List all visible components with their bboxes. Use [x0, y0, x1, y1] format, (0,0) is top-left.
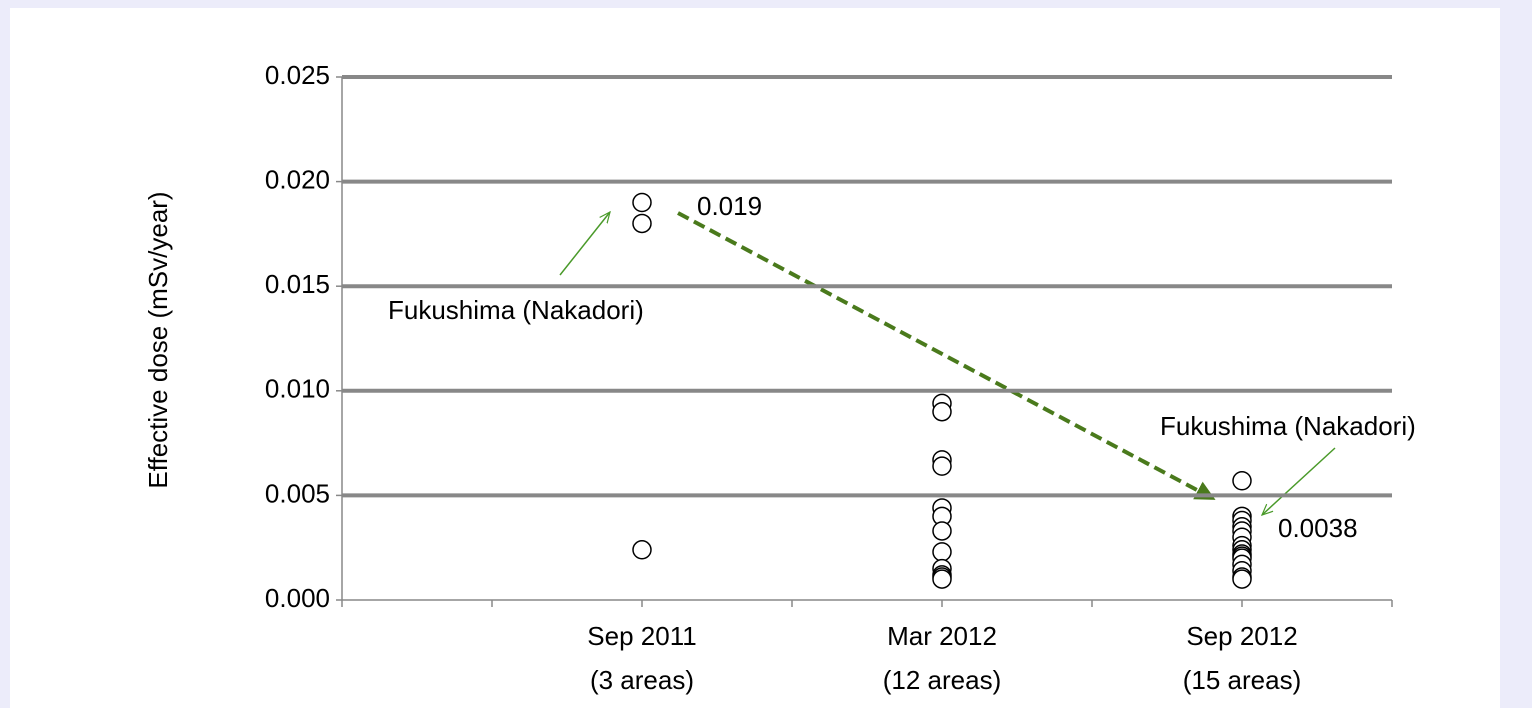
point — [932, 569, 952, 589]
y-tick-label: 0.020 — [265, 164, 330, 194]
x-tick-label: (15 areas) — [1183, 665, 1302, 695]
point — [932, 456, 952, 476]
annotation: Fukushima (Nakadori) — [1160, 411, 1416, 441]
point — [1232, 471, 1252, 491]
point — [632, 213, 652, 234]
y-tick-label: 0.015 — [265, 269, 330, 299]
x-tick-label: (12 areas) — [883, 665, 1002, 695]
annotation-arrow — [559, 212, 610, 276]
x-tick-label: (3 areas) — [590, 665, 694, 695]
point — [632, 192, 652, 213]
point — [632, 540, 652, 560]
trend-arrow — [677, 211, 1216, 500]
y-tick-label: 0.025 — [265, 60, 330, 90]
y-tick-label: 0.000 — [265, 583, 330, 613]
x-tick-label: Sep 2012 — [1186, 621, 1297, 651]
y-tick-label: 0.010 — [265, 374, 330, 404]
y-tick-label: 0.005 — [265, 478, 330, 508]
annotation: 0.0038 — [1278, 513, 1358, 543]
point — [932, 542, 952, 562]
point — [1232, 569, 1252, 589]
annotation: Fukushima (Nakadori) — [388, 295, 644, 325]
annotation: 0.019 — [697, 191, 762, 221]
panel — [10, 8, 1500, 708]
x-tick-label: Mar 2012 — [887, 621, 997, 651]
y-axis-label: Effective dose (mSv/year) — [143, 191, 173, 488]
annotation-arrow — [1262, 447, 1336, 515]
point — [932, 401, 952, 422]
point — [932, 521, 952, 541]
x-tick-label: Sep 2011 — [587, 621, 696, 651]
